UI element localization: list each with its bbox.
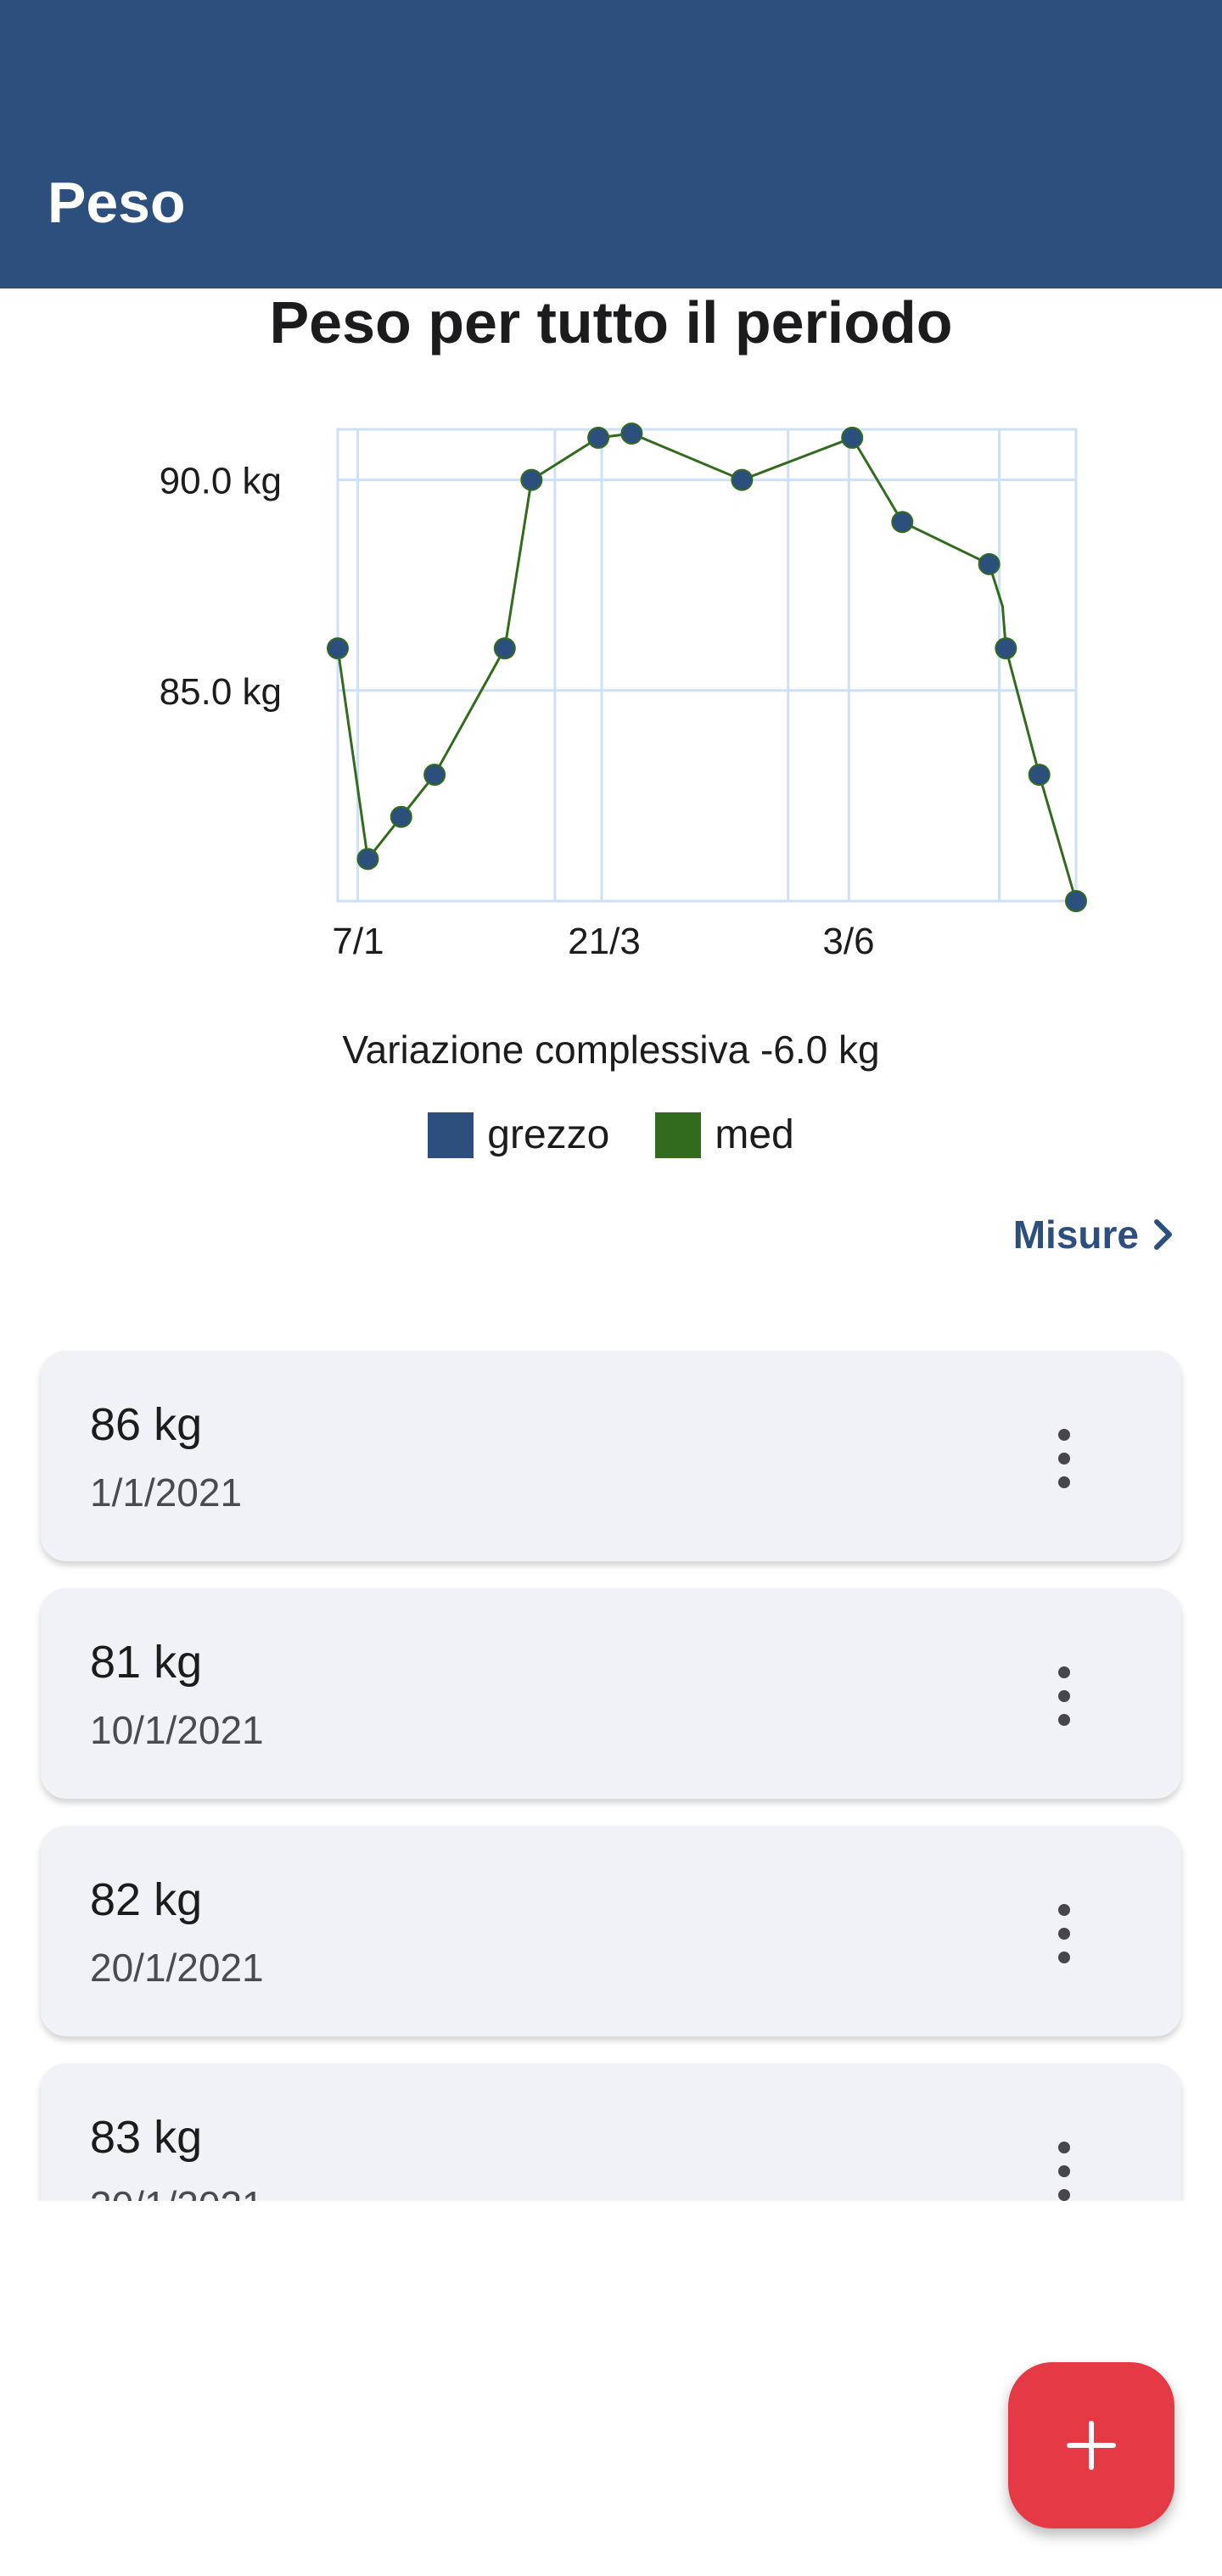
app-bar: Peso (0, 0, 1222, 288)
data-point-grezzo (1028, 764, 1051, 787)
data-point-grezzo (620, 422, 643, 445)
weight-entry-list[interactable]: 86 kg 1/1/2021 81 kg 10/1/2021 82 kg 20/… (0, 1324, 1222, 2201)
more-options-icon[interactable] (1047, 1429, 1081, 1488)
plot-frame (336, 428, 1078, 903)
measurements-link[interactable]: Misure (1013, 1212, 1174, 1257)
y-tick-label: 90.0 kg (160, 461, 282, 502)
entry-date: 30/1/2021 (90, 2182, 264, 2201)
data-point-grezzo (327, 637, 349, 660)
x-tick-label: 21/3 (568, 921, 641, 962)
data-point-grezzo (841, 426, 864, 449)
weight-entry-card[interactable]: 81 kg 10/1/2021 (41, 1588, 1181, 1799)
data-point-grezzo (1065, 890, 1087, 912)
data-point-grezzo (731, 468, 754, 491)
legend-swatch-average (655, 1112, 702, 1158)
entry-date: 20/1/2021 (90, 1946, 264, 1990)
chart-legend: grezzo med (0, 1112, 1222, 1158)
more-options-icon[interactable] (1047, 1904, 1081, 1963)
series-line-med (336, 432, 1078, 902)
y-tick-label: 85.0 kg (160, 671, 282, 713)
plus-icon (1067, 2421, 1116, 2470)
legend-label-average: med (715, 1112, 794, 1157)
legend-item-average: med (655, 1112, 794, 1158)
x-tick-label: 3/6 (822, 921, 874, 962)
weight-entry-card[interactable]: 82 kg 20/1/2021 (41, 1826, 1181, 2036)
legend-item-raw: grezzo (428, 1112, 609, 1158)
entry-date: 1/1/2021 (90, 1470, 243, 1515)
data-point-grezzo (356, 848, 379, 871)
entry-weight: 83 kg (90, 2112, 203, 2163)
legend-swatch-raw (428, 1112, 474, 1158)
weight-entry-card[interactable]: 86 kg 1/1/2021 (41, 1351, 1181, 1561)
data-point-grezzo (390, 805, 412, 828)
data-point-grezzo (520, 468, 543, 491)
entry-date: 10/1/2021 (90, 1708, 264, 1752)
entry-weight: 86 kg (90, 1399, 203, 1450)
entry-weight: 81 kg (90, 1637, 203, 1688)
data-point-grezzo (978, 552, 1001, 575)
weight-chart: 90.0 kg 85.0 kg 7/1 21/3 3/6 (160, 422, 1087, 962)
chevron-right-icon (1154, 1219, 1172, 1250)
legend-label-raw: grezzo (487, 1112, 610, 1157)
data-point-grezzo (587, 426, 610, 449)
more-options-icon[interactable] (1047, 1666, 1081, 1726)
x-tick-label: 7/1 (332, 921, 384, 962)
more-options-icon[interactable] (1047, 2142, 1081, 2201)
chart-title: Peso per tutto il periodo (269, 289, 953, 356)
total-change-summary: Variazione complessiva -6.0 kg (342, 1028, 880, 1072)
weight-entry-card[interactable]: 83 kg 30/1/2021 (41, 2064, 1181, 2201)
data-point-grezzo (995, 637, 1017, 660)
data-point-grezzo (423, 764, 446, 787)
page-title: Peso (48, 171, 186, 235)
entry-weight: 82 kg (90, 1874, 203, 1925)
data-point-grezzo (891, 511, 914, 534)
data-point-grezzo (493, 637, 516, 660)
add-entry-button[interactable] (1008, 2362, 1174, 2528)
measurements-link-label: Misure (1012, 1212, 1139, 1257)
